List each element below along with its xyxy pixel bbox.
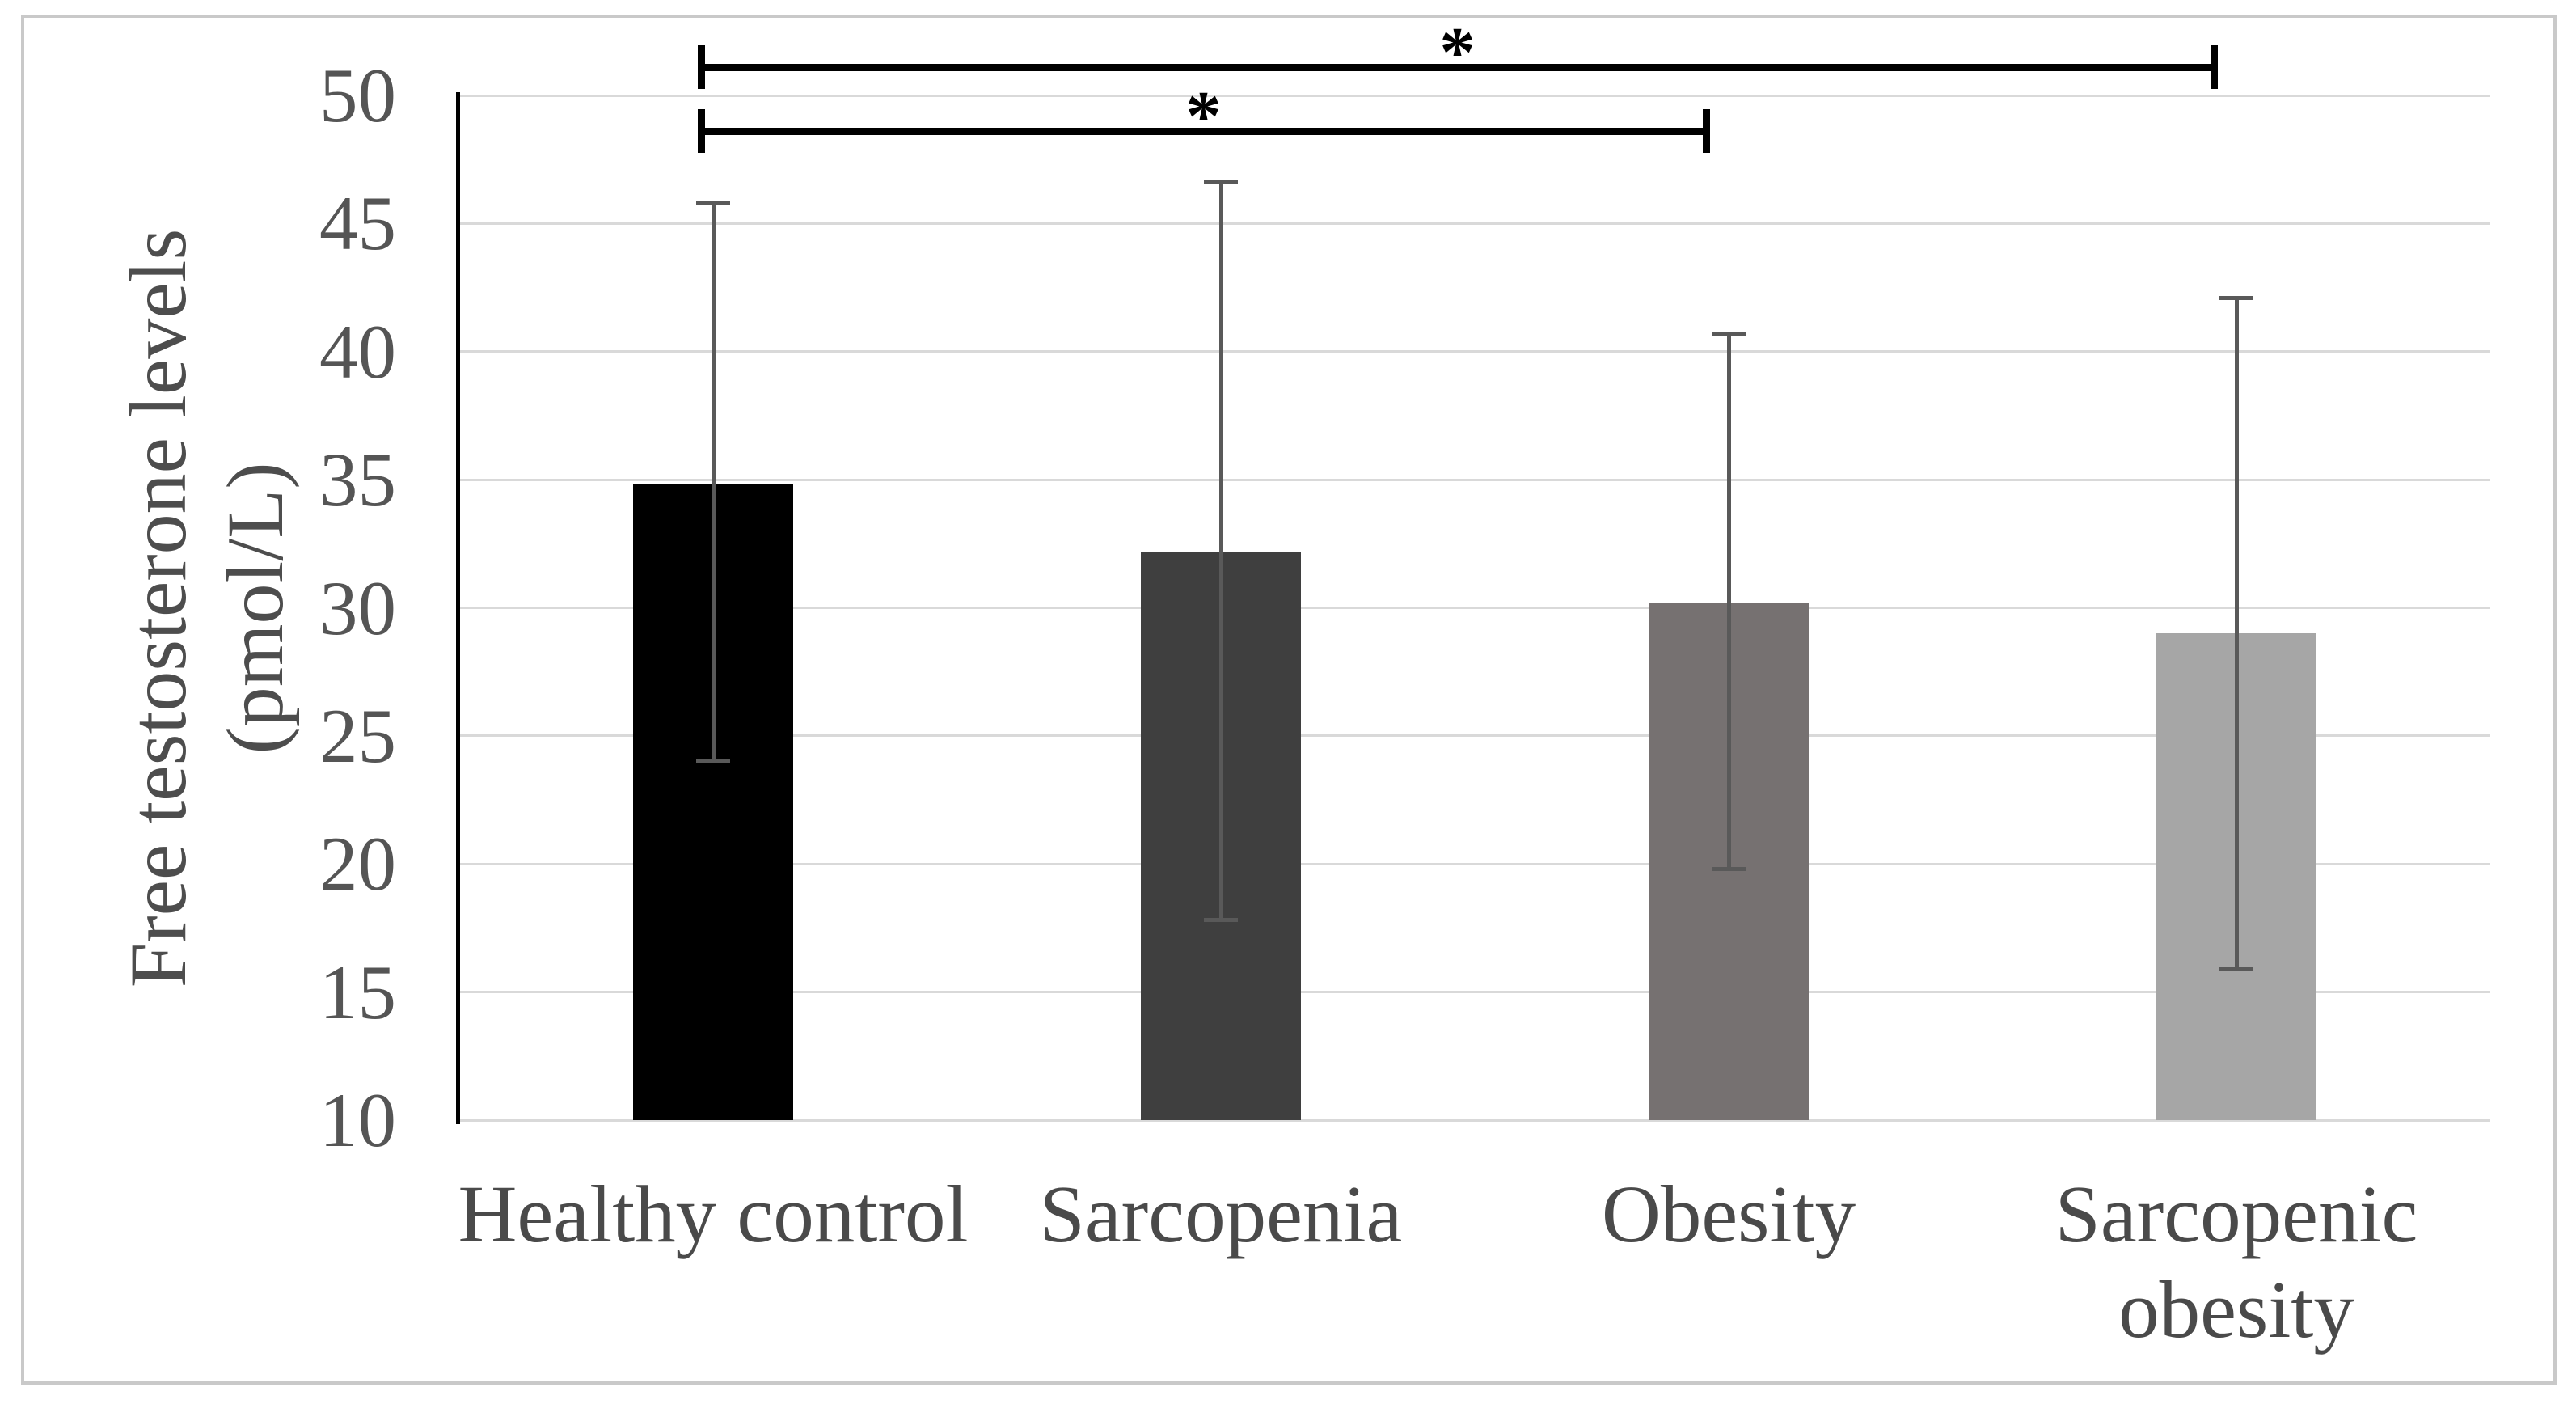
error-bar-cap-top <box>696 201 730 205</box>
gridline-25 <box>459 734 2490 738</box>
gridline-45 <box>459 222 2490 225</box>
x-label-obesity: Obesity <box>1601 1169 1856 1259</box>
x-label-sarcopenia: Sarcopenia <box>1039 1169 1403 1259</box>
y-tick-label-45: 45 <box>319 180 396 267</box>
y-tick-label-15: 15 <box>319 949 396 1035</box>
y-tick-label-40: 40 <box>319 308 396 395</box>
x-label-healthy-control: Healthy control <box>458 1169 969 1259</box>
sig-asterisk-2: * <box>1185 78 1222 157</box>
sig-asterisk-1: * <box>1439 14 1476 93</box>
error-bar-cap-top <box>1712 332 1746 336</box>
y-tick-label-20: 20 <box>319 821 396 907</box>
error-bar-line <box>2234 298 2239 970</box>
gridline-50 <box>459 94 2490 97</box>
error-bar-cap-bottom <box>1204 918 1238 923</box>
error-bar-line <box>1726 333 1731 869</box>
sig-bracket-cap-left-1 <box>697 45 705 90</box>
error-bar-cap-bottom <box>696 759 730 764</box>
y-tick-label-35: 35 <box>319 437 396 523</box>
y-axis-line <box>456 92 460 1124</box>
gridline-40 <box>459 350 2490 353</box>
gridline-10 <box>459 1119 2490 1122</box>
sig-bracket-line-2 <box>701 127 1706 135</box>
sig-bracket-line-1 <box>701 63 2214 71</box>
gridline-20 <box>459 862 2490 865</box>
sig-bracket-cap-left-2 <box>697 109 705 154</box>
x-label-sarcopenic-obesity: Sarcopenic obesity <box>2054 1169 2418 1355</box>
y-tick-label-50: 50 <box>319 53 396 138</box>
y-tick-label-10: 10 <box>319 1077 396 1163</box>
y-tick-label-30: 30 <box>319 565 396 651</box>
y-tick-label-25: 25 <box>319 692 396 779</box>
error-bar-line <box>1218 182 1223 920</box>
sig-bracket-cap-right-2 <box>1702 109 1710 154</box>
gridline-30 <box>459 607 2490 609</box>
error-bar-cap-bottom <box>2219 966 2253 971</box>
error-bar-cap-top <box>1204 180 1238 185</box>
error-bar-line <box>711 203 716 762</box>
sig-bracket-cap-right-1 <box>2210 45 2218 90</box>
gridline-15 <box>459 991 2490 994</box>
error-bar-cap-top <box>2219 295 2253 300</box>
error-bar-cap-bottom <box>1712 867 1746 872</box>
gridline-35 <box>459 478 2490 481</box>
plot-area: * * <box>456 17 2490 1124</box>
